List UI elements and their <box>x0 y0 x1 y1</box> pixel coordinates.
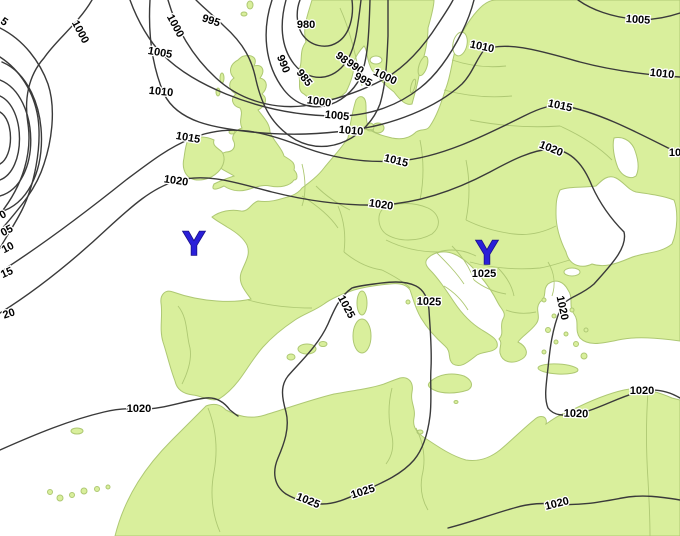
isobar-label: 1020 <box>630 385 654 397</box>
island-madeira <box>70 427 84 435</box>
isobar-path <box>274 281 432 505</box>
aegean-islands <box>541 297 589 360</box>
coastline-great-britain <box>212 55 298 192</box>
isobar-label: 1010 <box>148 85 174 99</box>
island-orkney <box>240 11 248 17</box>
isobar-path <box>281 0 362 79</box>
isobar-path <box>0 104 680 273</box>
island-menorca <box>318 341 328 347</box>
isobar-path <box>296 0 354 47</box>
island-sicily <box>427 373 472 394</box>
island-gotland <box>417 55 429 77</box>
isobar-label: 1020 <box>163 173 189 188</box>
isobar-path <box>0 79 32 197</box>
isobar-path <box>0 95 21 181</box>
y-marker: Y <box>476 234 499 272</box>
isobar-label: 1025 <box>472 268 496 280</box>
island-corsica <box>356 290 368 316</box>
isobar-label: 1020 <box>564 408 589 421</box>
isobar-path <box>167 0 454 108</box>
black-sea <box>555 176 678 267</box>
isobar-path <box>0 27 54 232</box>
y-marker: Y <box>183 225 206 263</box>
isobar-label: 1015 <box>175 130 201 146</box>
sea-of-marmara <box>563 267 581 277</box>
isobar-label: 1020 <box>127 403 151 415</box>
island-oland <box>409 78 417 94</box>
isobar-label: 1000 <box>306 94 332 109</box>
island-ibiza <box>286 353 296 361</box>
island-elba <box>405 299 411 305</box>
isobar-path <box>265 0 371 108</box>
isobar-path <box>447 495 680 529</box>
island-sardinia <box>352 318 372 354</box>
island-malta <box>453 400 459 404</box>
isobar-path <box>129 0 475 117</box>
isobar-path <box>0 111 12 165</box>
isobar-path <box>0 56 40 249</box>
coastline-ireland <box>182 136 225 181</box>
isobar-label: 10 <box>669 147 680 159</box>
island-shetland <box>246 0 254 10</box>
lake-layer <box>369 31 678 277</box>
isobar-label: 1005 <box>625 13 650 27</box>
isobar-label: 1010 <box>338 124 363 138</box>
isobar-path <box>0 397 239 451</box>
isobar-path <box>148 0 680 135</box>
island-mallorca <box>297 343 317 355</box>
isobar-path <box>0 0 93 215</box>
isobar-path <box>577 0 680 21</box>
canary-islands <box>47 484 111 502</box>
lake-vanern <box>369 55 383 65</box>
isobar-label: 1025 <box>417 296 442 309</box>
isobar-path <box>0 148 680 416</box>
sea-of-azov <box>612 137 639 179</box>
isobar-label: 20 <box>1 306 16 321</box>
isobar-label: 1010 <box>649 67 675 81</box>
coastline-north-africa <box>114 377 680 536</box>
isobar-path <box>195 0 389 148</box>
isobar-label: 1005 <box>147 45 173 61</box>
isobar-label: 1005 <box>324 109 350 123</box>
isobar-label: 5 <box>0 15 10 28</box>
country-borders <box>177 7 651 536</box>
isobar-label: 1020 <box>368 197 394 212</box>
isobar-label: 0 <box>0 208 9 221</box>
isobar-label: 980 <box>297 19 315 31</box>
